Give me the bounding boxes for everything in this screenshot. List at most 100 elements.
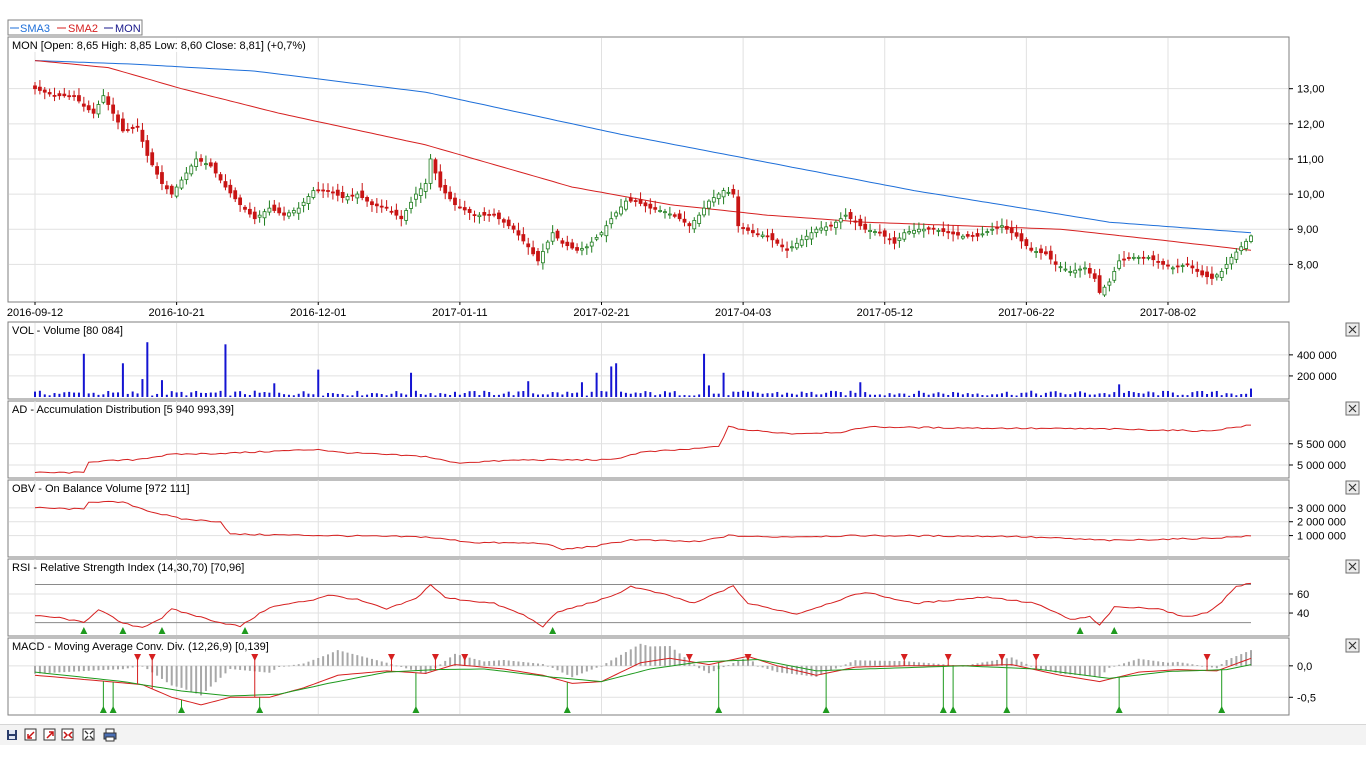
volume-bar [126,393,129,397]
volume-bar [248,394,251,397]
close-icon[interactable] [1345,480,1360,495]
candle-body [1112,271,1117,281]
candle [902,229,907,242]
histogram-bar [204,665,207,691]
print-icon[interactable] [102,727,118,743]
rsi-line [34,582,1252,628]
histogram-bar [1147,660,1150,666]
volume-bar [512,395,515,397]
candle-body [116,114,120,123]
candle-body [164,185,169,190]
histogram-bar [341,651,344,666]
candle [741,222,746,235]
candle [287,209,291,220]
histogram-bar [175,665,178,687]
candle [829,221,833,231]
volume-bar [1142,393,1145,397]
volume-bar [888,393,891,397]
volume-bar [1044,392,1047,397]
volume-bar [273,383,276,397]
volume-bar [53,393,56,397]
volume-bar [776,391,779,397]
candle-body [1175,265,1180,268]
volume-bar [1083,392,1086,397]
buy-marker [119,627,127,634]
candle-body [912,230,916,234]
candle [809,226,814,245]
sma2-line [34,60,1252,251]
volume-bar [893,394,896,397]
zoom-reset-icon[interactable] [60,727,76,743]
volume-bar [224,344,227,397]
candle-body [516,230,521,236]
buy-marker [1218,706,1226,713]
candle [765,228,770,242]
candle [457,198,462,210]
histogram-bar [849,662,852,666]
candle [340,185,345,203]
candle-body [799,239,804,246]
candle-body [62,93,67,97]
volume-bar [395,391,398,397]
candle-body [677,213,682,220]
candle-body [609,218,614,225]
candle-body [316,189,321,192]
close-icon[interactable] [1345,322,1360,337]
candle-body [160,172,164,184]
candle [672,212,677,219]
volume-bar [698,394,701,397]
candle [726,187,731,196]
candle-body [1224,263,1229,269]
volume-bar [292,395,295,397]
volume-bar [1000,393,1003,397]
histogram-bar [971,664,974,666]
histogram-bar [356,655,359,666]
close-icon[interactable] [1345,401,1360,416]
zoom-out-icon[interactable] [42,727,58,743]
histogram-bar [869,660,872,666]
candle [282,206,286,221]
volume-bar [243,394,246,397]
sell-marker [685,654,693,661]
candle [550,225,555,245]
histogram-bar [1210,665,1213,668]
volume-bar [151,395,154,397]
candle-body [101,95,106,103]
candle [91,102,96,119]
candle-body [140,129,145,142]
candle-body [619,206,623,215]
candle-body [926,227,931,230]
save-icon[interactable] [4,727,20,743]
zoom-in-icon[interactable] [23,727,39,743]
candle [1195,261,1200,278]
candle-body [418,188,423,196]
sell-marker [900,654,908,661]
volume-bar [854,392,857,397]
candle-body [858,218,863,227]
candle-body [47,92,52,95]
volume-bar [214,392,217,397]
candle [199,154,203,167]
sell-marker [431,654,439,661]
histogram-bar [488,661,491,666]
histogram-bar [810,665,813,677]
ad-line [34,424,1251,474]
volume-bar [156,393,159,397]
fit-icon[interactable] [81,727,97,743]
candle [1249,234,1253,244]
histogram-bar [1186,663,1189,666]
candle-body [77,95,81,102]
volume-bar [366,394,369,397]
volume-bar [727,395,730,397]
candle [1131,253,1136,261]
obv-y-axis: 1 000 000 2 000 000 3 000 000 [1289,503,1346,543]
close-icon[interactable] [1345,638,1360,653]
candle [409,196,413,214]
candle [526,237,531,255]
candle-body [360,190,365,199]
histogram-bar [385,662,388,666]
sell-marker [1203,654,1211,661]
candle [628,193,633,203]
histogram-bar [722,665,725,668]
close-icon[interactable] [1345,559,1360,574]
